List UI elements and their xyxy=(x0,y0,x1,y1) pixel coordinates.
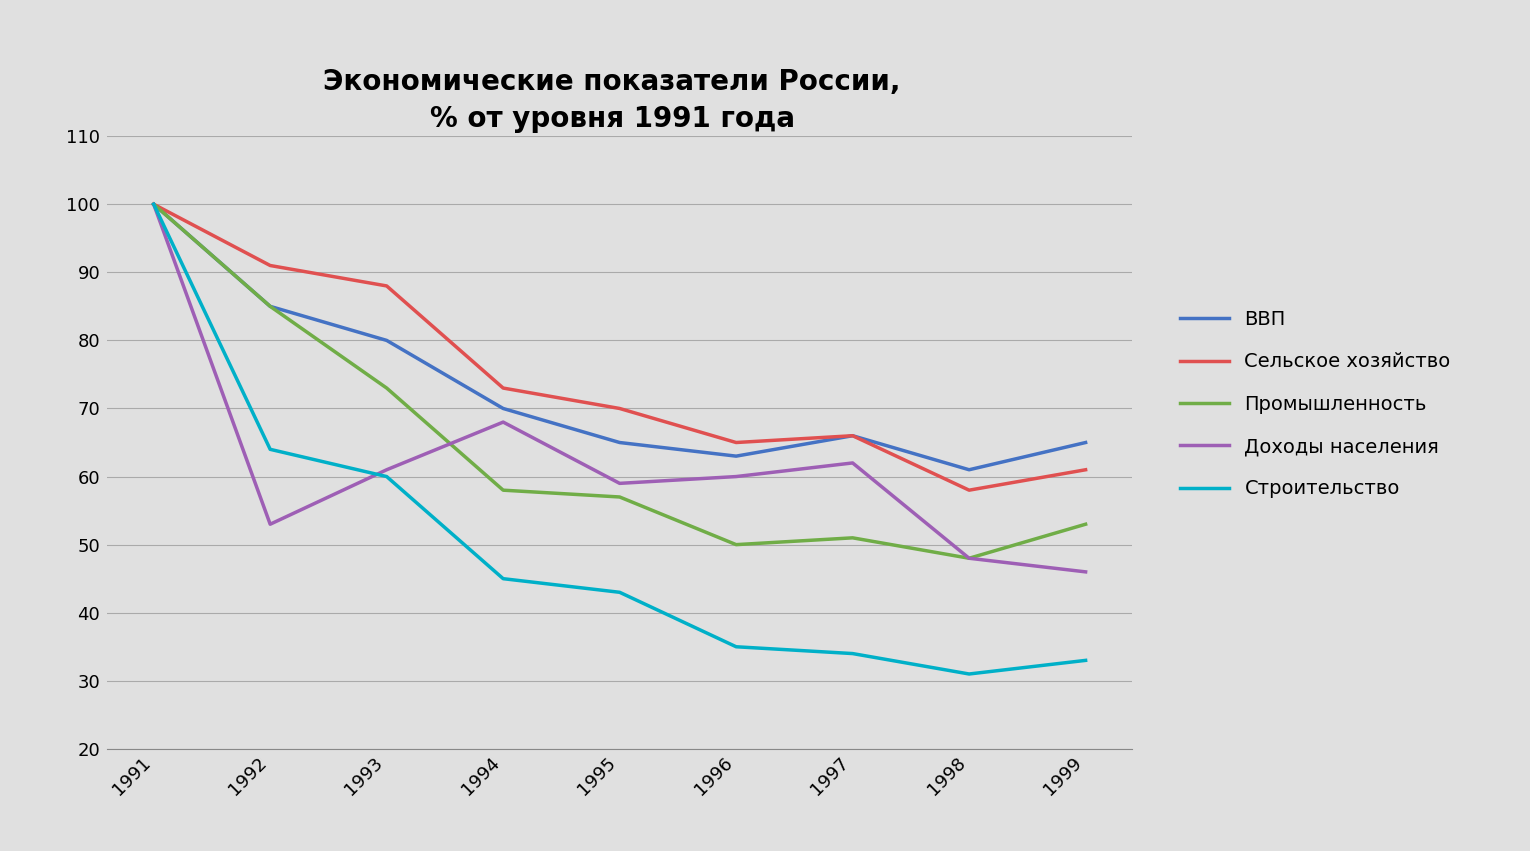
Line: ВВП: ВВП xyxy=(153,204,1086,470)
Сельское хозяйство xyxy=(727,437,745,448)
Строительство xyxy=(144,199,162,209)
ВВП xyxy=(727,451,745,461)
Сельское хозяйство xyxy=(959,485,978,495)
Сельское хозяйство xyxy=(144,199,162,209)
Строительство xyxy=(494,574,513,584)
ВВП xyxy=(378,335,396,346)
Line: Промышленность: Промышленность xyxy=(153,204,1086,558)
Сельское хозяйство xyxy=(610,403,629,414)
Доходы населения xyxy=(843,458,861,468)
Доходы населения xyxy=(378,465,396,475)
ВВП xyxy=(1077,437,1095,448)
ВВП xyxy=(144,199,162,209)
Промышленность xyxy=(1077,519,1095,529)
Строительство xyxy=(610,587,629,597)
Промышленность xyxy=(144,199,162,209)
Line: Доходы населения: Доходы населения xyxy=(153,204,1086,572)
Доходы населения xyxy=(959,553,978,563)
Сельское хозяйство xyxy=(1077,465,1095,475)
Строительство xyxy=(262,444,280,454)
Сельское хозяйство xyxy=(262,260,280,271)
Промышленность xyxy=(494,485,513,495)
Строительство xyxy=(1077,655,1095,665)
Сельское хозяйство xyxy=(843,431,861,441)
Доходы населения xyxy=(727,471,745,482)
Строительство xyxy=(727,642,745,652)
ВВП xyxy=(843,431,861,441)
Доходы населения xyxy=(1077,567,1095,577)
Промышленность xyxy=(727,540,745,550)
Сельское хозяйство xyxy=(494,383,513,393)
Промышленность xyxy=(262,301,280,311)
Промышленность xyxy=(843,533,861,543)
ВВП xyxy=(494,403,513,414)
Text: Экономические показатели России,
% от уровня 1991 года: Экономические показатели России, % от ур… xyxy=(323,68,901,133)
Legend: ВВП, Сельское хозяйство, Промышленность, Доходы населения, Строительство: ВВП, Сельское хозяйство, Промышленность,… xyxy=(1172,302,1458,506)
ВВП xyxy=(610,437,629,448)
Доходы населения xyxy=(494,417,513,427)
Доходы населения xyxy=(262,519,280,529)
Доходы населения xyxy=(610,478,629,488)
Сельское хозяйство xyxy=(378,281,396,291)
Строительство xyxy=(378,471,396,482)
Line: Строительство: Строительство xyxy=(153,204,1086,674)
Line: Сельское хозяйство: Сельское хозяйство xyxy=(153,204,1086,490)
Доходы населения xyxy=(144,199,162,209)
Строительство xyxy=(843,648,861,659)
Промышленность xyxy=(959,553,978,563)
ВВП xyxy=(262,301,280,311)
Промышленность xyxy=(378,383,396,393)
Промышленность xyxy=(610,492,629,502)
Строительство xyxy=(959,669,978,679)
ВВП xyxy=(959,465,978,475)
